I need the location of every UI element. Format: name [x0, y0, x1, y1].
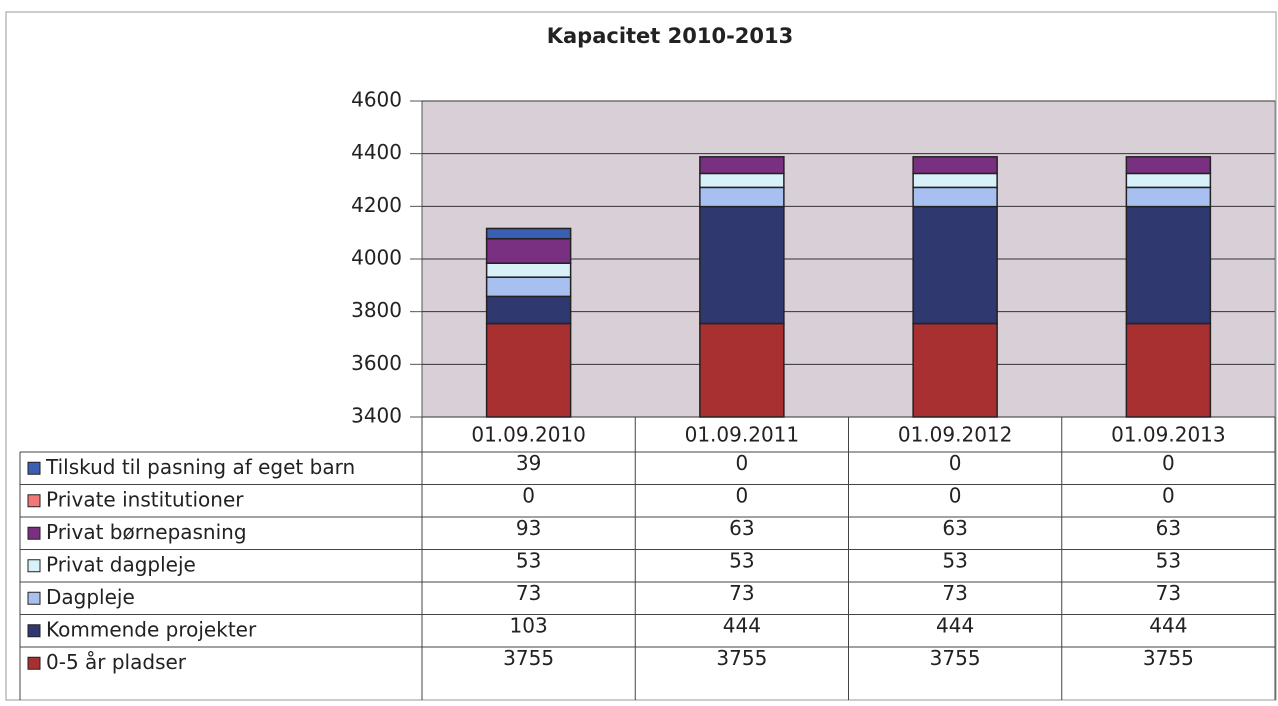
table-value: 0: [736, 451, 749, 475]
y-tick-label: 4200: [351, 193, 402, 217]
bar-segment: [912, 205, 998, 325]
x-tick-label: 01.09.2013: [1111, 423, 1226, 447]
y-tick-label: 3400: [351, 404, 402, 428]
legend-label: Privat dagpleje: [46, 552, 196, 576]
table-value: 0: [1162, 483, 1175, 507]
table-value: 73: [516, 581, 541, 605]
table-value: 103: [510, 613, 548, 637]
table-value: 73: [729, 581, 754, 605]
bar-segment: [699, 172, 785, 189]
bar-segment: [912, 186, 998, 208]
legend-swatch: [27, 559, 41, 573]
table-value: 444: [723, 613, 761, 637]
legend-swatch: [27, 494, 41, 508]
legend-label: Privat børnepasning: [46, 520, 247, 544]
table-value: 444: [936, 613, 974, 637]
table-value: 0: [522, 483, 535, 507]
bar-segment: [485, 262, 572, 278]
legend-swatch: [27, 526, 41, 540]
table-value: 53: [942, 548, 967, 572]
legend-label: Dagpleje: [46, 585, 135, 609]
bar-segment: [699, 205, 785, 325]
table-value: 0: [949, 451, 962, 475]
legend-swatch: [27, 656, 41, 670]
bar-segment: [912, 156, 998, 175]
bar-segment: [1125, 322, 1212, 418]
table-value: 63: [729, 516, 754, 540]
bar-segment: [912, 322, 998, 418]
x-tick-label: 01.09.2010: [471, 423, 586, 447]
table-value: 0: [736, 483, 749, 507]
bar-segment: [1125, 205, 1212, 325]
bar-segment: [485, 237, 572, 264]
bar-segment: [699, 156, 785, 175]
x-tick-label: 01.09.2012: [898, 423, 1013, 447]
bar-segment: [699, 186, 785, 208]
legend-swatch: [27, 624, 41, 638]
legend-label: Private institutioner: [46, 487, 244, 511]
bar-segment: [699, 322, 785, 418]
table-value: 53: [729, 548, 754, 572]
legend-swatch: [27, 461, 41, 475]
table-value: 93: [516, 516, 541, 540]
table-value: 0: [1162, 451, 1175, 475]
bar-segment: [485, 295, 572, 325]
bar-segment: [912, 172, 998, 189]
chart-title: Kapacitet 2010-2013: [547, 24, 794, 48]
table-value: 53: [516, 548, 541, 572]
y-tick-label: 4400: [351, 140, 402, 164]
table-value: 63: [942, 516, 967, 540]
bar-segment: [485, 227, 572, 240]
y-tick-label: 3800: [351, 298, 402, 322]
bar-segment: [1125, 172, 1212, 189]
table-value: 3755: [503, 646, 554, 670]
table-value: 0: [949, 483, 962, 507]
table-value: 3755: [716, 646, 767, 670]
table-value: 53: [1156, 548, 1181, 572]
table-value: 3755: [1143, 646, 1194, 670]
legend-label: Kommende projekter: [46, 617, 257, 641]
bar-segment: [1125, 156, 1212, 175]
table-value: 3755: [930, 646, 981, 670]
bar-segment: [485, 276, 572, 298]
table-value: 73: [942, 581, 967, 605]
bar-segment: [485, 322, 572, 418]
x-tick-label: 01.09.2011: [685, 423, 800, 447]
bar-segment: [1125, 186, 1212, 208]
table-value: 63: [1156, 516, 1181, 540]
table-value: 444: [1149, 613, 1187, 637]
legend-label: Tilskud til pasning af eget barn: [45, 455, 355, 479]
table-value: 39: [516, 451, 541, 475]
table-value: 73: [1156, 581, 1181, 605]
y-tick-label: 3600: [351, 351, 402, 375]
legend-label: 0-5 år pladser: [46, 650, 187, 674]
y-tick-label: 4000: [351, 246, 402, 270]
y-tick-label: 4600: [351, 88, 402, 112]
legend-swatch: [27, 591, 41, 605]
